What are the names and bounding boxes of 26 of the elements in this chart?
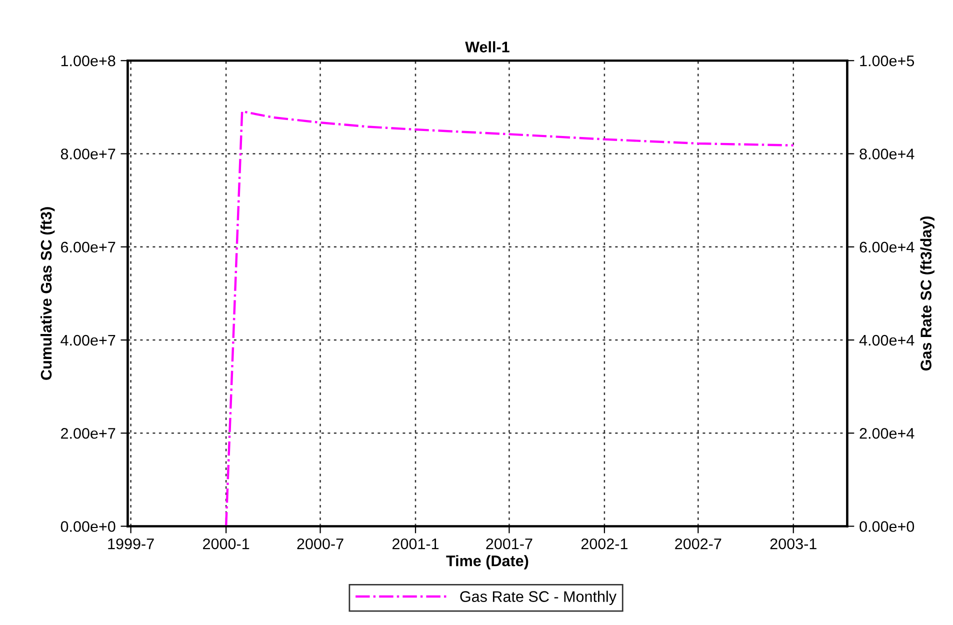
x-tick-label: 2001-7	[486, 538, 532, 550]
x-tick-label: 1999-7	[108, 538, 154, 550]
y-tick-label: 6.00e+7	[61, 242, 116, 253]
y-axis-title: Cumulative Gas SC (ft3)	[40, 207, 55, 380]
x-tick-label: 2003-1	[770, 538, 816, 550]
y-tick-label: 4.00e+7	[60, 334, 116, 346]
y-tick-label: 2.00e+7	[61, 428, 116, 439]
x-tick-label: 2001-1	[392, 538, 439, 550]
x-tick-label: 2002-1	[581, 538, 628, 550]
y2-tick-label: 2.00e+4	[860, 428, 914, 439]
y-tick-label: 8.00e+7	[60, 148, 116, 160]
y-tick-label: 1.00e+8	[61, 55, 116, 66]
y-tick-label: 0.00e+0	[60, 521, 116, 532]
x-axis-title: Time (Date)	[446, 555, 528, 570]
y2-tick-label: 6.00e+4	[860, 242, 914, 253]
text: Gas Rate SC - Monthly	[460, 590, 616, 605]
y2-axis-title: Gas Rate SC (ft3/day)	[920, 216, 934, 370]
y2-tick-label: 4.00e+4	[859, 334, 914, 346]
x-tick-label: 2002-7	[675, 538, 722, 550]
y2-tick-label: 0.00e+0	[860, 521, 914, 532]
line-series	[224, 110, 794, 526]
y2-tick-label: 8.00e+4	[860, 148, 914, 160]
x-tick-label: 2000-7	[297, 538, 344, 550]
y2-tick-label: 1.00e+5	[860, 55, 914, 66]
chart-title: Well-1	[465, 41, 510, 52]
x-tick-label: 2000-1	[203, 538, 250, 550]
